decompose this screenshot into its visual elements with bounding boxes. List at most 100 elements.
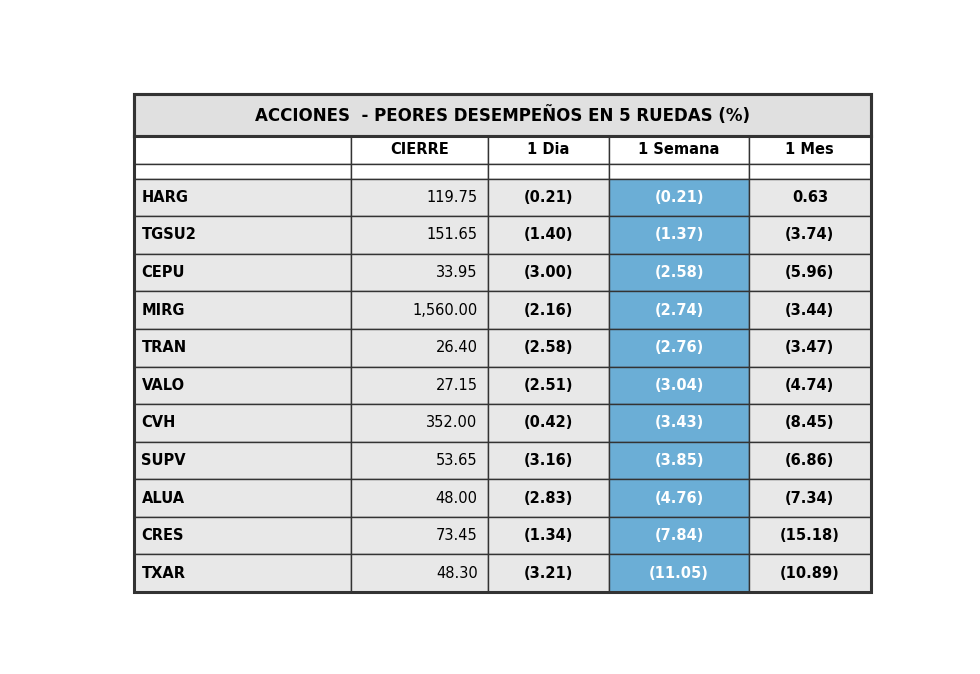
Bar <box>487 367 610 404</box>
Bar <box>134 179 351 216</box>
Bar <box>351 441 487 479</box>
Bar <box>351 179 487 216</box>
Text: CEPU: CEPU <box>141 265 185 280</box>
Text: (11.05): (11.05) <box>649 565 709 581</box>
Text: VALO: VALO <box>141 378 184 393</box>
Bar <box>487 253 610 291</box>
Bar <box>487 329 610 367</box>
Text: MIRG: MIRG <box>141 303 185 317</box>
Text: CRES: CRES <box>141 528 184 543</box>
Bar <box>134 367 351 404</box>
Text: (3.16): (3.16) <box>523 453 573 468</box>
Bar <box>749 253 870 291</box>
Bar <box>134 404 351 441</box>
Bar <box>351 164 487 179</box>
Bar <box>610 179 749 216</box>
Bar <box>134 555 351 592</box>
Bar <box>134 441 351 479</box>
Text: (1.37): (1.37) <box>655 227 704 243</box>
Bar <box>351 404 487 441</box>
Text: ACCIONES  - PEORES DESEMPEÑOS EN 5 RUEDAS (%): ACCIONES - PEORES DESEMPEÑOS EN 5 RUEDAS… <box>255 106 750 125</box>
Bar <box>134 479 351 517</box>
Bar <box>749 479 870 517</box>
Bar <box>487 404 610 441</box>
Bar <box>749 329 870 367</box>
Text: (3.43): (3.43) <box>655 415 704 431</box>
Text: 27.15: 27.15 <box>436 378 477 393</box>
Text: CIERRE: CIERRE <box>390 142 449 158</box>
Text: ALUA: ALUA <box>141 491 184 506</box>
Text: 119.75: 119.75 <box>426 190 477 205</box>
Text: 0.63: 0.63 <box>792 190 828 205</box>
Bar <box>134 329 351 367</box>
Text: 1 Mes: 1 Mes <box>785 142 834 158</box>
Bar <box>487 517 610 555</box>
Bar <box>610 216 749 253</box>
Bar <box>610 367 749 404</box>
Text: (2.76): (2.76) <box>655 340 704 355</box>
Text: (0.42): (0.42) <box>523 415 573 431</box>
Text: 1 Semana: 1 Semana <box>638 142 719 158</box>
Text: (0.21): (0.21) <box>655 190 704 205</box>
Text: (8.45): (8.45) <box>785 415 835 431</box>
Bar <box>749 291 870 329</box>
Bar <box>749 555 870 592</box>
Bar <box>351 291 487 329</box>
Text: 352.00: 352.00 <box>426 415 477 431</box>
Bar <box>749 367 870 404</box>
Text: 1,560.00: 1,560.00 <box>413 303 477 317</box>
Bar <box>351 555 487 592</box>
Bar <box>749 179 870 216</box>
Text: (6.86): (6.86) <box>785 453 835 468</box>
Bar <box>134 94 870 136</box>
Text: (2.51): (2.51) <box>523 378 573 393</box>
Text: (4.74): (4.74) <box>785 378 834 393</box>
Bar <box>610 136 749 164</box>
Bar <box>749 517 870 555</box>
Bar <box>351 517 487 555</box>
Text: (0.21): (0.21) <box>523 190 573 205</box>
Text: (1.34): (1.34) <box>523 528 573 543</box>
Bar <box>351 253 487 291</box>
Bar <box>749 216 870 253</box>
Text: HARG: HARG <box>141 190 188 205</box>
Text: 48.30: 48.30 <box>436 565 477 581</box>
Bar <box>610 404 749 441</box>
Text: (2.74): (2.74) <box>655 303 704 317</box>
Bar <box>487 441 610 479</box>
Text: CVH: CVH <box>141 415 175 431</box>
Text: (2.16): (2.16) <box>523 303 573 317</box>
Bar <box>487 136 610 164</box>
Text: (10.89): (10.89) <box>780 565 840 581</box>
Bar <box>610 291 749 329</box>
Text: (2.83): (2.83) <box>523 491 573 506</box>
Text: (3.85): (3.85) <box>655 453 704 468</box>
Bar <box>610 441 749 479</box>
Text: (3.47): (3.47) <box>785 340 834 355</box>
Text: (3.74): (3.74) <box>785 227 834 243</box>
Bar <box>610 555 749 592</box>
Bar <box>487 291 610 329</box>
Bar <box>351 329 487 367</box>
Bar <box>351 136 487 164</box>
Bar <box>749 164 870 179</box>
Bar <box>134 253 351 291</box>
Text: 151.65: 151.65 <box>426 227 477 243</box>
Bar <box>610 329 749 367</box>
Bar <box>487 164 610 179</box>
Text: (3.44): (3.44) <box>785 303 834 317</box>
Text: (4.76): (4.76) <box>655 491 704 506</box>
Text: (2.58): (2.58) <box>655 265 704 280</box>
Text: TGSU2: TGSU2 <box>141 227 196 243</box>
Bar <box>134 216 351 253</box>
Bar <box>487 555 610 592</box>
Text: (3.21): (3.21) <box>523 565 573 581</box>
Bar <box>610 253 749 291</box>
Bar <box>487 479 610 517</box>
Text: 33.95: 33.95 <box>436 265 477 280</box>
Text: (7.34): (7.34) <box>785 491 834 506</box>
Text: TRAN: TRAN <box>141 340 186 355</box>
Bar <box>134 164 351 179</box>
Bar <box>134 291 351 329</box>
Text: (15.18): (15.18) <box>780 528 840 543</box>
